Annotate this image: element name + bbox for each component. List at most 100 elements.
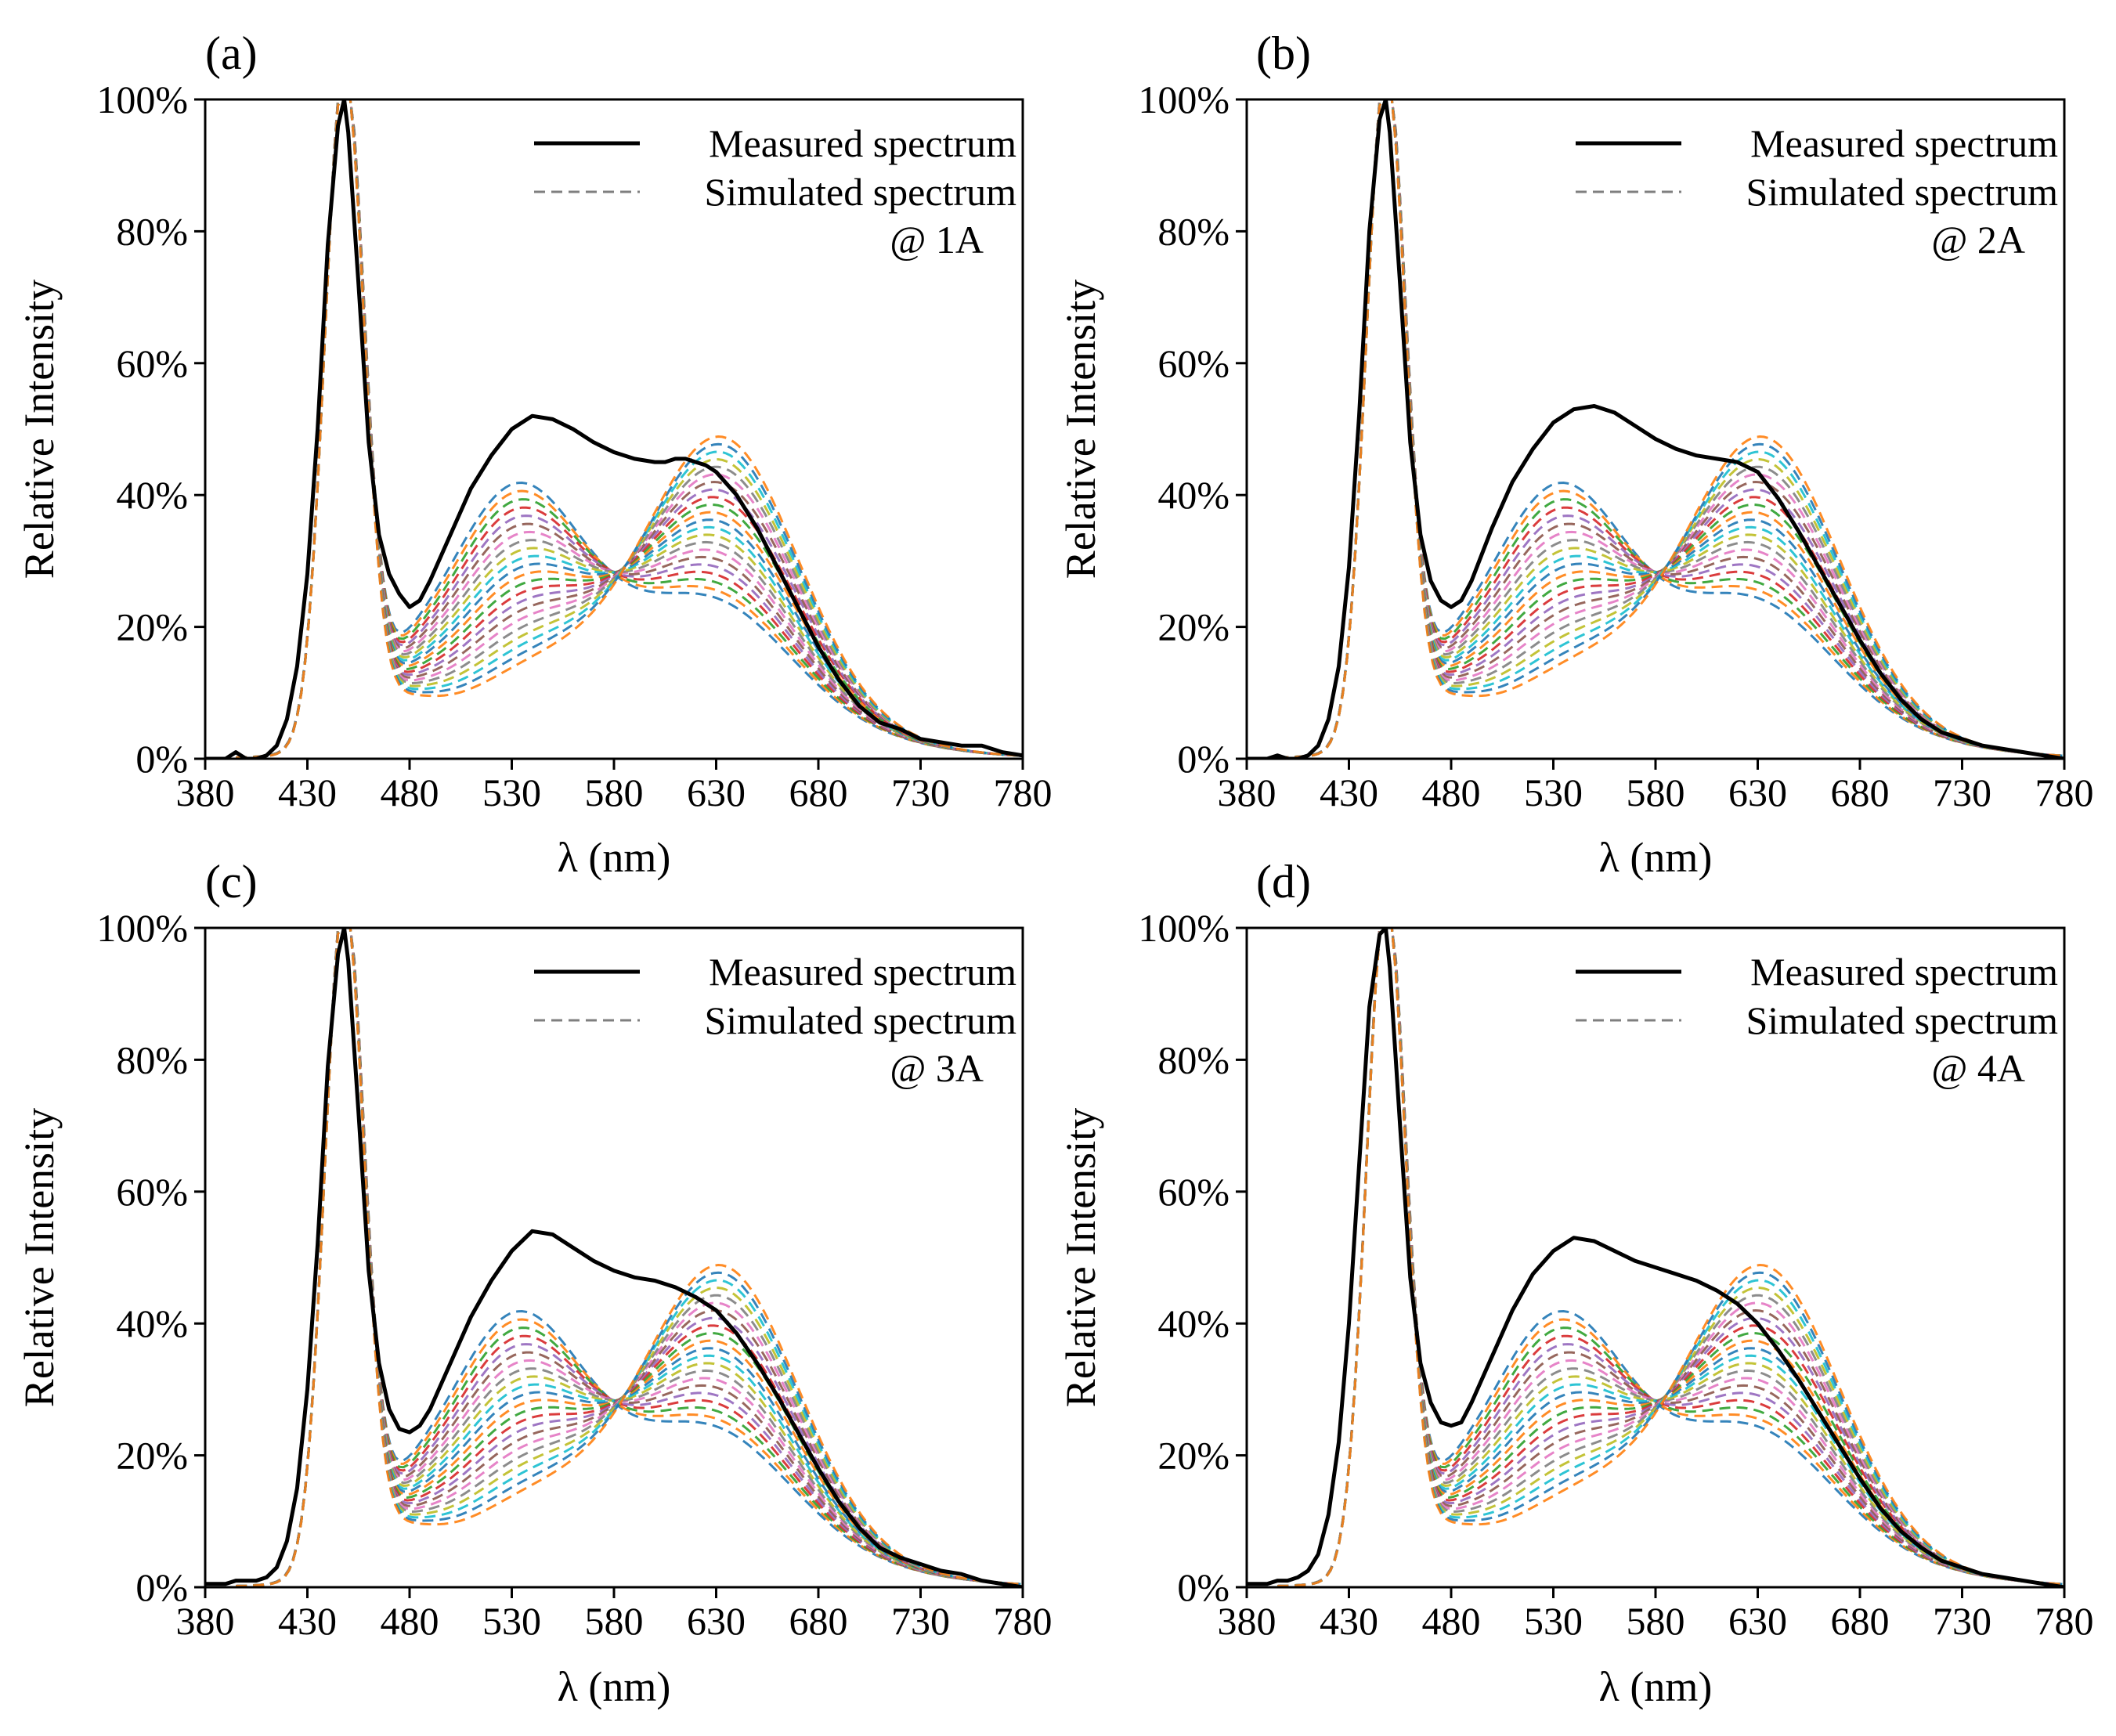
panel-c-x-tick-label: 430 [278, 1599, 337, 1643]
panel-c-x-tick-label: 380 [176, 1599, 235, 1643]
panel-c-x-tick-label: 530 [482, 1599, 541, 1643]
panel-a-y-tick-label: 100% [96, 78, 188, 121]
panel-c-current-annotation: @ 3A [890, 1046, 984, 1090]
panel-b-x-tick-label: 680 [1831, 771, 1890, 814]
panel-b-y-tick-label: 100% [1138, 78, 1230, 121]
panel-b-simulated-line [1277, 99, 2063, 759]
panel-a-x-tick-label: 730 [891, 771, 950, 814]
panel-c-x-tick-label: 780 [994, 1599, 1053, 1643]
panel-b-y-tick-label: 20% [1157, 605, 1230, 649]
panel-b-simulated-line [1277, 99, 2063, 759]
panel-b-x-tick-label: 630 [1728, 771, 1787, 814]
panel-c-y-axis-title: Relative Intensity [16, 1108, 63, 1407]
panel-a-current-annotation: @ 1A [890, 218, 984, 262]
panel-d-x-tick-label: 380 [1218, 1599, 1276, 1643]
panel-a-simulated-line [236, 99, 1021, 759]
panel-c-label: (c) [205, 856, 258, 908]
panel-b-x-tick-label: 730 [1933, 771, 1991, 814]
panel-d-x-tick-label: 530 [1524, 1599, 1583, 1643]
panel-b-x-tick-label: 530 [1524, 771, 1583, 814]
panel-a-y-tick-label: 60% [116, 341, 188, 385]
panel-a-y-tick-label: 40% [116, 473, 188, 517]
panel-c-simulated-line [236, 928, 1021, 1587]
panel-d-current-annotation: @ 4A [1931, 1046, 2025, 1090]
panel-a-x-tick-label: 630 [687, 771, 746, 814]
panel-d-y-tick-label: 0% [1177, 1565, 1230, 1609]
panel-d-x-tick-label: 780 [2035, 1599, 2094, 1643]
panel-d-label: (d) [1256, 856, 1311, 908]
panel-a-legend-simulated-label: Simulated spectrum [704, 170, 1016, 214]
panel-a-x-axis-title: λ (nm) [558, 834, 671, 881]
panel-a-x-tick-label: 480 [381, 771, 439, 814]
panel-b-current-annotation: @ 2A [1931, 218, 2025, 262]
panel-a-x-tick-label: 780 [994, 771, 1053, 814]
panel-c-x-tick-label: 480 [381, 1599, 439, 1643]
panel-b: 380 430 480 530 580 630 680 730 780 0% 20% 40% 60% 80… [1057, 27, 2094, 881]
panel-c-simulated-line [236, 928, 1021, 1587]
panel-c-x-tick-label: 630 [687, 1599, 746, 1643]
panel-c: 380 430 480 530 580 630 680 730 780 0% 20% 40% 60% 80… [16, 856, 1053, 1710]
panel-a-y-tick-label: 20% [116, 605, 188, 649]
panel-c-legend-simulated-label: Simulated spectrum [704, 998, 1016, 1042]
panel-d-simulated-line [1277, 928, 2063, 1587]
panel-d-y-tick-label: 60% [1157, 1170, 1230, 1214]
panel-c-y-tick-label: 80% [116, 1038, 188, 1081]
panel-a-y-axis-title: Relative Intensity [16, 280, 63, 579]
panel-b-x-tick-label: 480 [1422, 771, 1481, 814]
panel-b-legend-measured-label: Measured spectrum [1750, 121, 2058, 165]
panel-b-legend-simulated-label: Simulated spectrum [1746, 170, 2058, 214]
panel-a-x-tick-label: 430 [278, 771, 337, 814]
panel-d-x-tick-label: 480 [1422, 1599, 1481, 1643]
panel-b-x-axis-title: λ (nm) [1599, 834, 1713, 881]
panel-c-legend-measured-label: Measured spectrum [709, 950, 1016, 994]
panel-d-measured-line [1247, 928, 2064, 1587]
panel-a-y-tick-label: 80% [116, 209, 188, 253]
panel-d-y-tick-label: 20% [1157, 1434, 1230, 1478]
panel-b-x-tick-label: 430 [1320, 771, 1378, 814]
panel-b-y-tick-label: 60% [1157, 341, 1230, 385]
panel-b-measured-line [1247, 99, 2064, 759]
panel-d-x-tick-label: 430 [1320, 1599, 1378, 1643]
panel-c-measured-line [205, 928, 1023, 1587]
panel-d-x-axis-title: λ (nm) [1599, 1663, 1713, 1710]
panel-a-y-tick-label: 0% [135, 737, 188, 781]
panel-b-x-tick-label: 780 [2035, 771, 2094, 814]
panel-d-x-tick-label: 680 [1831, 1599, 1890, 1643]
panel-d-y-tick-label: 40% [1157, 1301, 1230, 1345]
panel-d: 380 430 480 530 580 630 680 730 780 0% 20% 40% 60% 80… [1057, 856, 2094, 1710]
panel-a-measured-line [205, 99, 1023, 759]
panel-b-y-tick-label: 80% [1157, 209, 1230, 253]
panel-d-x-tick-label: 580 [1627, 1599, 1685, 1643]
panel-a-x-tick-label: 580 [585, 771, 644, 814]
panel-b-y-tick-label: 40% [1157, 473, 1230, 517]
panel-c-y-tick-label: 100% [96, 906, 188, 950]
panel-a-legend-measured-label: Measured spectrum [709, 121, 1016, 165]
panel-b-label: (b) [1256, 27, 1311, 79]
panel-a-x-tick-label: 380 [176, 771, 235, 814]
panel-a-x-tick-label: 680 [789, 771, 848, 814]
panel-b-x-tick-label: 580 [1627, 771, 1685, 814]
panel-c-x-axis-title: λ (nm) [558, 1663, 671, 1710]
panel-c-y-tick-label: 0% [135, 1565, 188, 1609]
panel-d-x-tick-label: 730 [1933, 1599, 1991, 1643]
panel-d-y-axis-title: Relative Intensity [1057, 1108, 1104, 1407]
panel-c-y-tick-label: 40% [116, 1301, 188, 1345]
panel-c-y-tick-label: 20% [116, 1434, 188, 1478]
panel-c-x-tick-label: 680 [789, 1599, 848, 1643]
panel-a-label: (a) [205, 27, 258, 79]
panel-d-legend-measured-label: Measured spectrum [1750, 950, 2058, 994]
panel-c-x-tick-label: 730 [891, 1599, 950, 1643]
panel-d-x-tick-label: 630 [1728, 1599, 1787, 1643]
panel-b-y-tick-label: 0% [1177, 737, 1230, 781]
panel-d-legend-simulated-label: Simulated spectrum [1746, 998, 2058, 1042]
panel-a: 380 430 480 530 580 630 680 730 780 0% 20% 40% 60% 80… [16, 27, 1053, 881]
panel-d-simulated-line [1277, 928, 2063, 1587]
panel-a-simulated-line [236, 99, 1021, 759]
panel-c-y-tick-label: 60% [116, 1170, 188, 1214]
panel-c-x-tick-label: 580 [585, 1599, 644, 1643]
panel-d-y-tick-label: 80% [1157, 1038, 1230, 1081]
panel-d-y-tick-label: 100% [1138, 906, 1230, 950]
panel-b-x-tick-label: 380 [1218, 771, 1276, 814]
